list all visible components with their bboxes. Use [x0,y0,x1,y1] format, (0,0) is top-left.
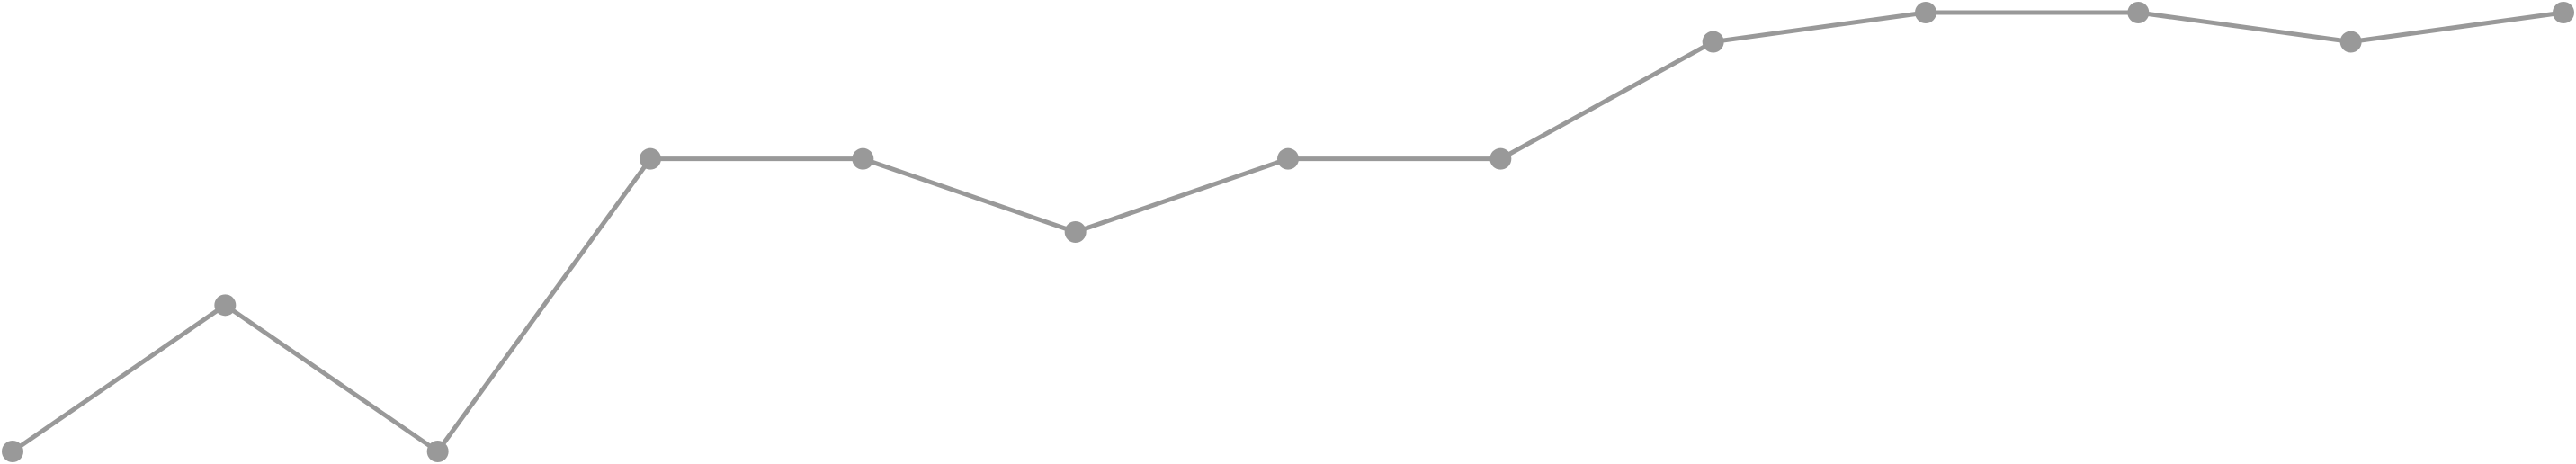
data-point-11 [2127,2,2150,23]
data-point-10 [1915,2,1936,23]
data-point-4 [640,147,661,170]
data-point-1 [2,441,23,462]
data-point-7 [1277,147,1299,170]
data-point-5 [852,147,874,170]
data-point-3 [426,441,449,462]
data-point-6 [1064,221,1087,243]
data-point-12 [2339,31,2362,53]
data-point-13 [2553,2,2574,23]
data-point-8 [1489,147,1512,170]
series-line [11,10,2564,454]
data-point-9 [1702,31,1724,53]
data-point-2 [214,294,237,317]
